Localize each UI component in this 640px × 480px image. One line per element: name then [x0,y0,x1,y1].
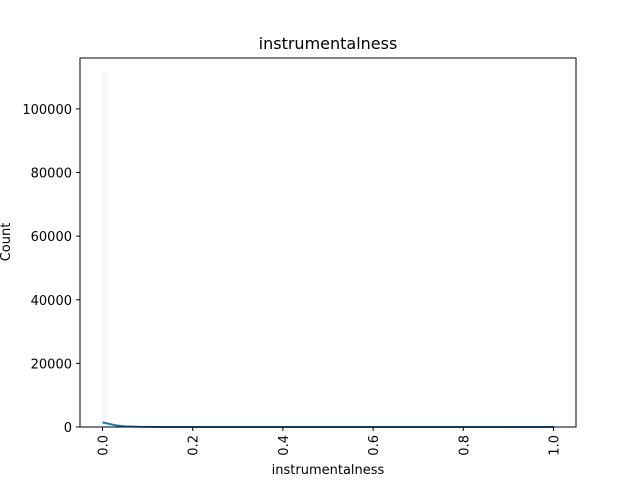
y-tick-label: 80000 [31,167,72,182]
chart-title: instrumentalness [259,34,398,53]
x-axis: 0.0 0.2 0.4 0.6 0.8 1.0 [97,427,562,456]
y-tick-label: 100000 [22,103,72,118]
y-tick-label: 20000 [31,357,72,372]
y-tick-label: 60000 [31,230,72,245]
histogram-bar [102,73,108,428]
x-tick-label: 0.0 [97,435,112,456]
y-axis-label: Count [0,223,14,262]
x-tick-label: 1.0 [547,435,562,456]
x-tick-label: 0.8 [457,435,472,456]
y-axis: 0 20000 40000 60000 80000 100000 [22,103,80,436]
x-tick-label: 0.6 [367,435,382,456]
y-tick-label: 0 [64,421,72,436]
axes-frame [79,57,577,428]
y-tick-label: 40000 [31,294,72,309]
x-tick-label: 0.2 [187,435,202,456]
x-tick-label: 0.4 [277,435,292,456]
x-axis-label: instrumentalness [272,463,385,478]
